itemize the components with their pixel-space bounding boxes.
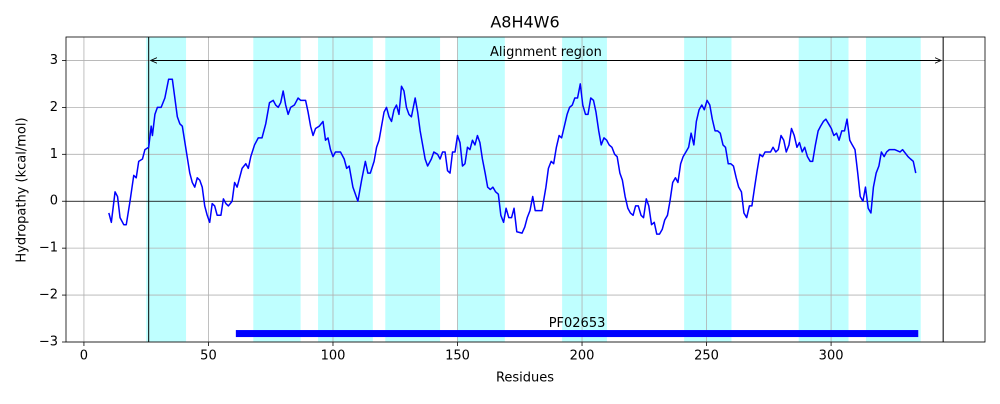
x-tick-label: 100 [321, 349, 346, 364]
alignment-label: Alignment region [490, 45, 602, 60]
x-tick-label: 300 [819, 349, 844, 364]
plot-frame [65, 36, 986, 343]
highlight-region [457, 37, 505, 342]
highlight-region [684, 37, 732, 342]
x-tick-label: 250 [694, 349, 719, 364]
highlight-region [865, 37, 921, 342]
y-tick-label: −2 [39, 288, 58, 303]
y-tick-label: 0 [50, 194, 58, 209]
y-axis-label: Hydropathy (kcal/mol) [15, 117, 30, 262]
domain-bar [235, 330, 919, 338]
x-tick-label: 0 [80, 349, 88, 364]
highlight-region [318, 37, 373, 342]
highlight-region [146, 37, 187, 342]
highlight-region [798, 37, 849, 342]
y-tick-label: 2 [50, 100, 58, 115]
y-tick-label: 1 [50, 147, 58, 162]
x-tick-label: 200 [570, 349, 595, 364]
domain-label: PF02653 [549, 316, 606, 331]
chart-title: A8H4W6 [490, 13, 559, 32]
x-tick-label: 150 [445, 349, 470, 364]
hydropathy-line [108, 78, 917, 235]
y-tick-label: 3 [50, 53, 58, 68]
highlight-region [385, 37, 441, 342]
highlight-region [253, 37, 301, 342]
y-tick-label: −3 [39, 335, 58, 350]
highlight-region [562, 37, 607, 342]
x-axis-label: Residues [496, 371, 554, 386]
y-tick-label: −1 [39, 241, 58, 256]
x-tick-label: 50 [200, 349, 217, 364]
